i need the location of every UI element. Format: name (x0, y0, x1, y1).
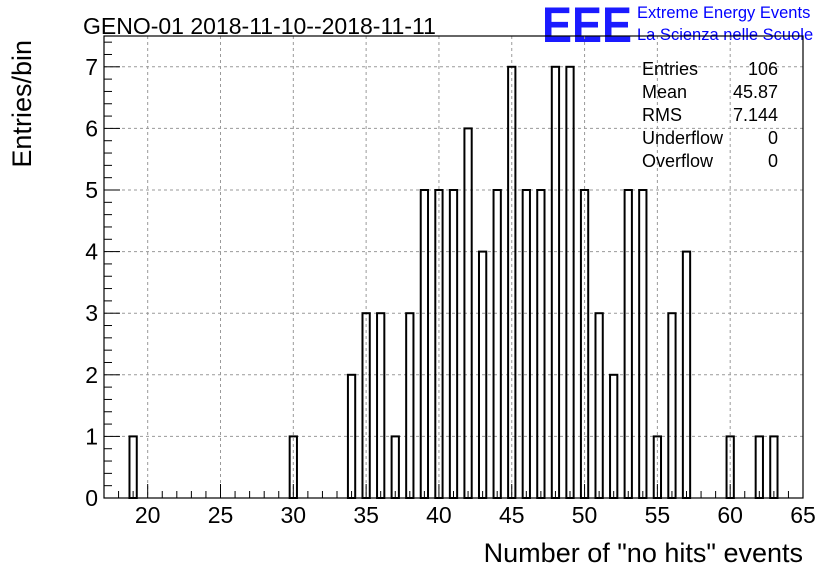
y-tick-labels: 0 1 2 3 4 5 6 7 (85, 54, 98, 511)
chart-title: GENO-01 2018-11-10--2018-11-11 (83, 13, 436, 39)
stats-box: Entries 106 Mean 45.87 RMS 7.144 Underflow 0 Ove… (642, 59, 778, 171)
x-tick-label: 20 (135, 502, 161, 528)
stat-value: 106 (748, 59, 778, 79)
y-tick-label: 3 (85, 300, 98, 326)
x-tick-label: 25 (208, 502, 234, 528)
y-tick-label: 6 (85, 115, 98, 141)
x-tick-label: 40 (426, 502, 452, 528)
y-tick-label: 0 (85, 485, 98, 511)
y-axis-title: Entries/bin (7, 40, 37, 168)
x-tick-label: 35 (353, 502, 379, 528)
eee-logo: EEE Extreme Energy Events La Scienza nel… (542, 0, 813, 53)
stat-value: 7.144 (733, 105, 778, 125)
stat-label: RMS (642, 105, 682, 125)
stat-label: Overflow (642, 151, 714, 171)
y-tick-label: 5 (85, 177, 98, 203)
stat-label: Mean (642, 82, 687, 102)
x-tick-label: 45 (499, 502, 525, 528)
x-axis-title: Number of "no hits" events (484, 538, 803, 568)
x-tick-labels: 20 25 30 35 40 45 50 55 60 65 (135, 502, 816, 528)
logo-mark: EEE (542, 0, 632, 53)
stat-value: 45.87 (733, 82, 778, 102)
x-tick-label: 65 (790, 502, 816, 528)
stat-value: 0 (768, 151, 778, 171)
stat-value: 0 (768, 128, 778, 148)
axis-ticks (103, 41, 804, 499)
x-tick-label: 50 (572, 502, 598, 528)
y-tick-label: 1 (85, 423, 98, 449)
y-tick-label: 7 (85, 54, 98, 80)
x-tick-label: 60 (717, 502, 743, 528)
stat-label: Entries (642, 59, 698, 79)
x-tick-label: 55 (645, 502, 671, 528)
y-tick-label: 2 (85, 362, 98, 388)
logo-line-2: La Scienza nelle Scuole (637, 26, 813, 44)
logo-line-1: Extreme Energy Events (637, 4, 810, 22)
stat-label: Underflow (642, 128, 724, 148)
y-tick-label: 4 (85, 239, 98, 265)
x-tick-label: 30 (281, 502, 307, 528)
